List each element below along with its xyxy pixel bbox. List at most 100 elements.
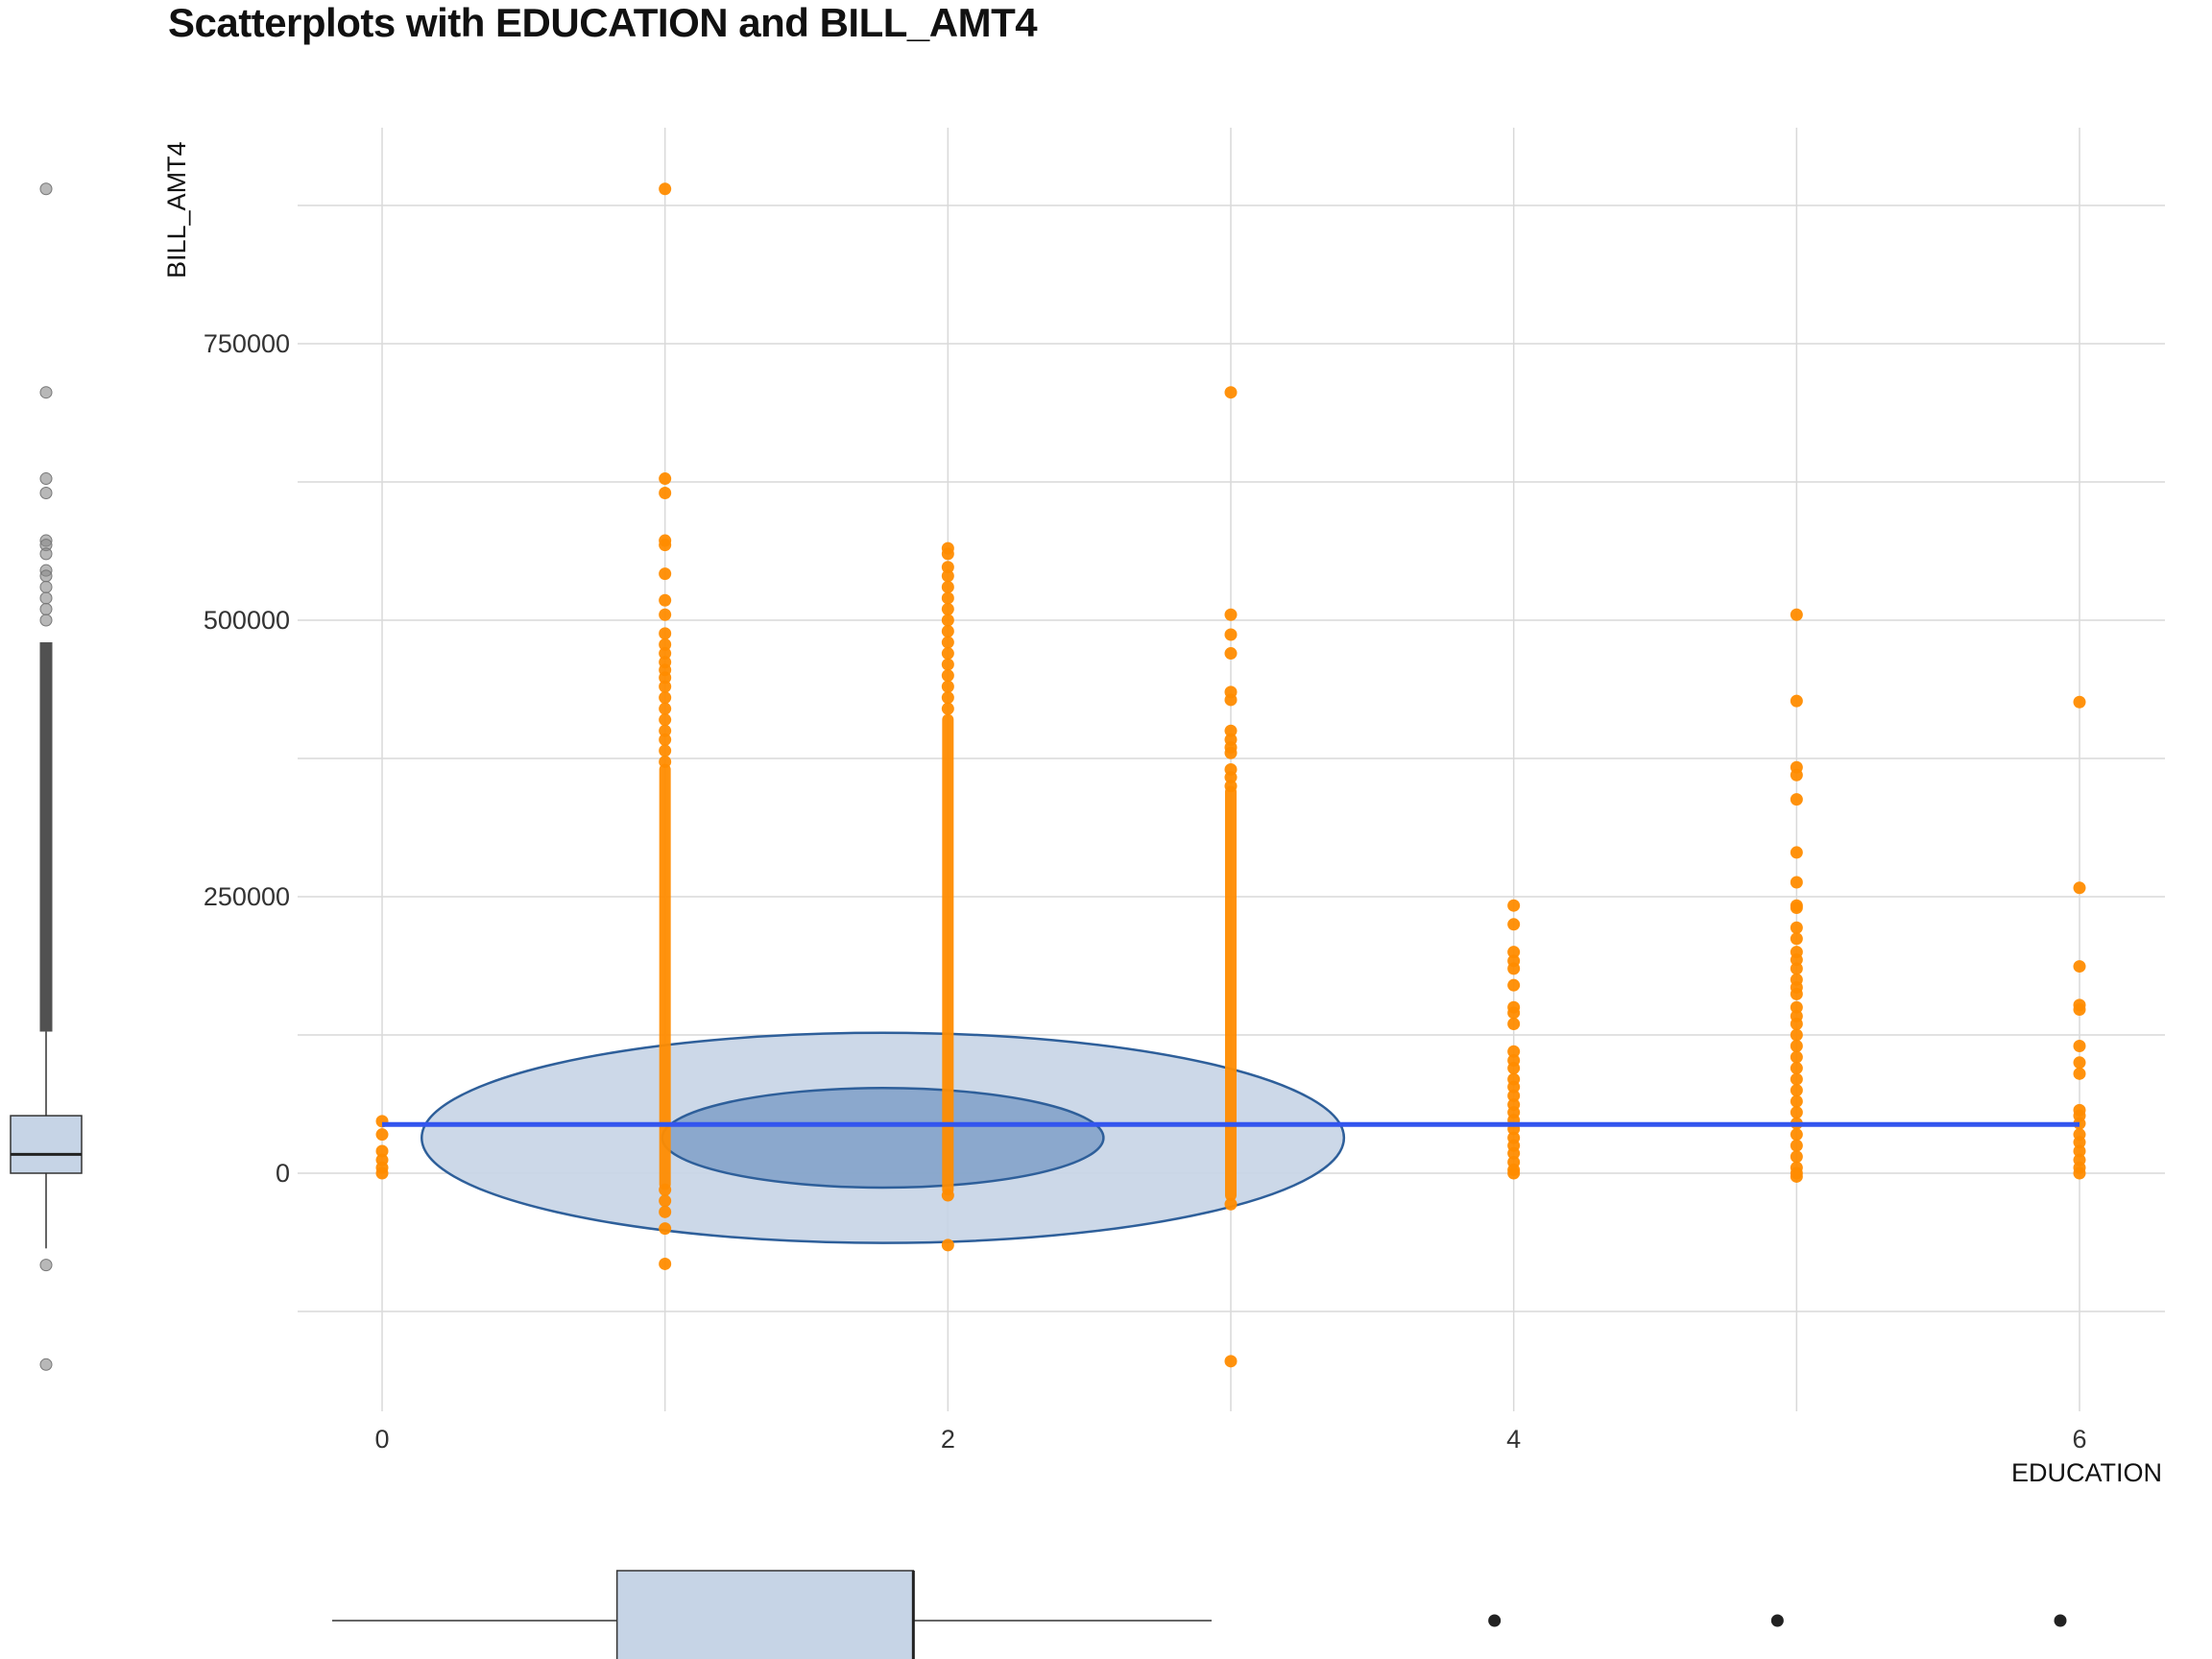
scatter-point [659,539,672,552]
y-tick-label: 0 [276,1159,290,1188]
scatter-point [659,593,672,607]
scatter-points [375,182,2086,1368]
boxplot-y-outlier [39,547,53,561]
boxplot-y-outlier [39,182,53,196]
scatter-point [1507,1045,1521,1058]
scatter-point [659,472,672,486]
y-axis-title: BILL_AMT4 [162,141,191,278]
scatter-point [375,1166,389,1180]
scatter-point [659,755,672,768]
boxplot-x-box [615,1570,915,1659]
boxplot-y-outlier [39,602,53,615]
boxplot-y-outlier [39,613,53,627]
scatter-point [1224,628,1238,641]
scatter-point [941,636,954,649]
scatter-point [1224,693,1238,707]
density-ellipses [421,1031,1346,1244]
scatter-point [1790,953,1803,967]
scatter-point [1224,724,1238,737]
scatter-point [1790,876,1803,889]
scatter-point [1224,1197,1238,1211]
scatter-point [941,625,954,638]
scatter-point [375,1128,389,1142]
scatter-point [1790,1169,1803,1183]
boxplot-y-outlier [39,591,53,605]
boxplot-y-outlier [39,1358,53,1371]
scatter-point [1790,768,1803,781]
x-tick-label: 0 [374,1425,389,1454]
scatter-point [659,680,672,693]
boxplot-y-outlier [39,580,53,593]
scatter-point [941,547,954,561]
scatter-point [1790,1028,1803,1042]
scatter-point [1790,962,1803,975]
boxplot-y-outlier [39,1259,53,1272]
scatter-point [1507,899,1521,912]
scatter-point [941,1238,954,1252]
scatter-point [659,182,672,196]
scatter-point [1790,1084,1803,1097]
boxplot-y-outlier [39,569,53,583]
boxplot-x-outlier [2054,1614,2067,1627]
scatter-point [1224,780,1238,793]
scatter-point [1507,1166,1521,1180]
scatter-point [659,1183,672,1196]
x-tick-label: 2 [941,1425,955,1454]
x-tick-label: 4 [1506,1425,1521,1454]
chart-title: Scatterplots with EDUCATION and BILL_AMT… [168,0,1038,45]
scatter-point [941,602,954,615]
scatter-point [659,637,672,651]
scatter-point [1790,1106,1803,1119]
scatter-point [1507,962,1521,975]
scatter-point [1790,1000,1803,1014]
scatter-point [659,1222,672,1236]
scatter-point [1790,1040,1803,1053]
y-tick-label: 750000 [204,329,290,358]
boxplot-x-outlier [1770,1614,1784,1627]
scatter-point [941,658,954,671]
scatter-point [659,713,672,727]
scatter-point [1790,1139,1803,1152]
marginal-boxplot-x [332,1570,2067,1659]
boxplot-x-outlier [1488,1614,1502,1627]
scatter-point [659,733,672,746]
scatter-point [941,613,954,627]
scatter-point [1790,608,1803,621]
boxplot-y-outlier [39,472,53,486]
scatter-point [2073,1166,2086,1180]
boxplot-y-outlier [39,386,53,399]
scatter-point [941,647,954,661]
scatter-point [659,627,672,640]
scatter-point [1224,647,1238,661]
scatter-point [659,702,672,715]
scatter-point [941,702,954,715]
scatter-point [375,1144,389,1158]
scatter-point [2073,1144,2086,1158]
marginal-boxplot-y [10,182,83,1371]
scatter-point [1507,1062,1521,1075]
scatter-point [1790,1017,1803,1030]
scatter-point [1224,771,1238,784]
scatter-point [659,744,672,757]
scatter-point [1790,1150,1803,1164]
scatter-point [1507,946,1521,959]
scatter-point [1224,608,1238,621]
scatter-point [1790,1128,1803,1142]
scatter-point [941,580,954,593]
scatter-point [659,567,672,581]
scatter-point [2073,1067,2086,1080]
scatter-point [2073,1056,2086,1070]
scatter-point [1507,918,1521,931]
scatter-point [659,724,672,737]
scatter-point [1790,694,1803,708]
scatter-point [1507,1089,1521,1102]
scatter-point [2073,1003,2086,1017]
scatter-point [941,591,954,605]
scatter-point [941,561,954,574]
boxplot-y-box [10,1115,83,1174]
axis-labels: BILL_AMT4 EDUCATION 0 2 4 6 0 250000 500000 750… [162,141,2162,1487]
scatter-point [1224,746,1238,759]
scatter-point [1790,1050,1803,1064]
